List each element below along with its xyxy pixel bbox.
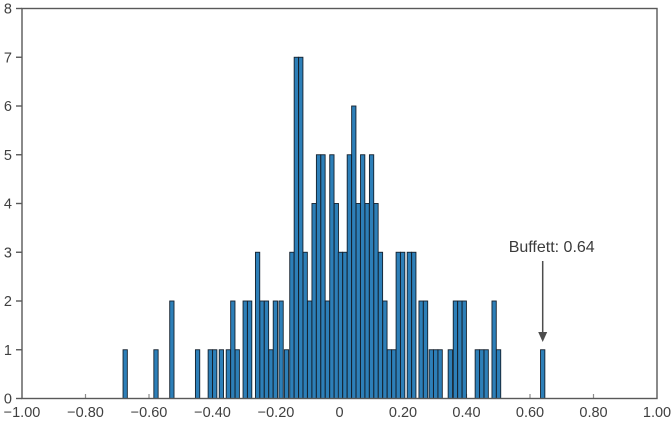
histogram-bar (351, 105, 357, 399)
histogram-bar (540, 349, 546, 399)
histogram-bar (418, 300, 424, 399)
histogram-bar (457, 300, 463, 399)
histogram-bar (483, 349, 489, 399)
histogram-bar (360, 154, 366, 399)
histogram-bar (218, 349, 224, 399)
x-tick-label: −0.80 (67, 405, 104, 421)
histogram-bar (411, 251, 417, 399)
x-tick-label: 0.60 (516, 405, 544, 421)
histogram-bar (433, 349, 439, 399)
histogram-bar (324, 300, 331, 399)
histogram-bar (268, 349, 274, 399)
x-tick-label: 0 (335, 405, 343, 421)
histogram-bar (461, 300, 467, 399)
histogram-bar (329, 154, 335, 399)
histogram-bar (333, 203, 339, 399)
histogram-bar (259, 300, 265, 399)
histogram-bar (406, 251, 412, 399)
histogram-bar (452, 300, 458, 399)
histogram-bar (395, 251, 401, 399)
x-tick-label: −1.00 (4, 405, 41, 421)
histogram-bar (242, 300, 248, 399)
x-tick-label: −0.20 (258, 405, 295, 421)
histogram-bar (447, 349, 453, 399)
histogram-bar (278, 300, 284, 399)
histogram-bar (320, 154, 326, 399)
y-tick-label: 2 (4, 294, 12, 310)
x-tick-label: 0.80 (579, 405, 607, 421)
x-tick-label: 0.20 (389, 405, 417, 421)
histogram-bar (283, 349, 290, 399)
histogram-bar (342, 251, 348, 399)
histogram-bar (422, 300, 429, 399)
histogram-bar (355, 203, 361, 399)
histogram-bar (382, 300, 388, 399)
histogram-bar (368, 154, 375, 399)
y-tick-label: 3 (4, 245, 12, 261)
histogram-bar (212, 349, 218, 399)
histogram-bar (254, 251, 261, 399)
histogram-bar (272, 300, 278, 399)
histogram-bar (386, 349, 392, 399)
histogram-bar (495, 349, 502, 399)
histogram-bar (302, 251, 308, 399)
x-tick-label: −0.40 (194, 405, 231, 421)
histogram-bar (234, 349, 240, 399)
annotation-arrowhead (538, 332, 548, 342)
histogram-bar (293, 56, 299, 399)
y-tick-label: 0 (4, 392, 12, 408)
x-tick-label: −0.60 (131, 405, 168, 421)
y-tick-label: 8 (4, 2, 12, 18)
histogram-bar (230, 300, 236, 399)
histogram-bar (377, 251, 384, 399)
histogram-bar (225, 349, 231, 399)
histogram-bar (364, 203, 370, 399)
histogram-bar (373, 203, 379, 399)
histogram-bar (194, 349, 201, 399)
y-tick-label: 6 (4, 99, 12, 115)
y-tick-label: 7 (4, 50, 12, 66)
x-tick-label: 1.00 (643, 405, 671, 421)
histogram-bar (122, 349, 128, 399)
histogram-bar (400, 251, 406, 399)
histogram-bar (298, 56, 304, 399)
histogram-bar (153, 349, 159, 399)
y-tick-label: 5 (4, 148, 12, 164)
histogram-bar (391, 349, 397, 399)
histogram-bar (207, 349, 213, 399)
histogram-bar (346, 154, 352, 399)
histogram-bar (479, 349, 485, 399)
histogram-bar (311, 203, 317, 399)
histogram-bar (491, 300, 497, 399)
histogram-bar (247, 300, 253, 399)
histogram-bar (169, 300, 175, 399)
histogram-bar (315, 154, 322, 399)
histogram-bar (428, 349, 434, 399)
histogram-bar (307, 300, 313, 399)
y-tick-label: 4 (4, 197, 12, 213)
annotation-label: Buffett: 0.64 (509, 239, 595, 256)
histogram-bar (289, 251, 295, 399)
y-tick-label: 1 (4, 343, 12, 359)
x-tick-label: 0.40 (452, 405, 480, 421)
histogram-bar (437, 349, 443, 399)
histogram-bar (474, 349, 480, 399)
histogram-bar (263, 300, 270, 399)
histogram-bar (337, 251, 344, 399)
